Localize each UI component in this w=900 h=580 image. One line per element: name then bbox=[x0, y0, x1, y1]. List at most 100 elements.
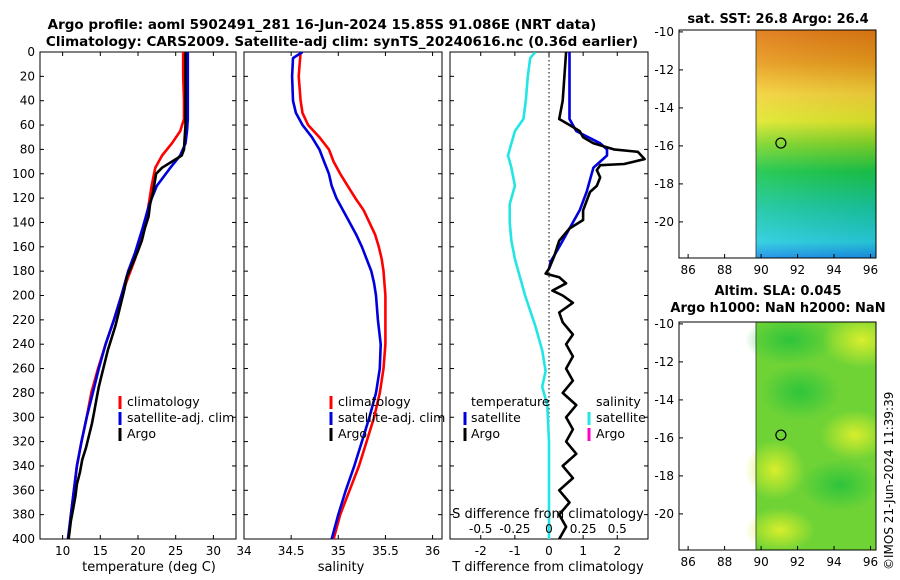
x-tick-label: 34.5 bbox=[278, 544, 305, 558]
lat-tick-label: -18 bbox=[654, 177, 674, 191]
legend-title-salinity: salinity bbox=[596, 394, 641, 409]
imos-credit: ©IMOS 21-Jun-2024 11:39:39 bbox=[882, 392, 896, 570]
sst-map-frame bbox=[678, 29, 877, 259]
y-tick-label: 240 bbox=[12, 337, 35, 351]
lat-tick-label: -12 bbox=[654, 355, 674, 369]
legend-label-s-argo: Argo bbox=[596, 426, 625, 441]
y-tick-label: 120 bbox=[12, 191, 35, 205]
series-line-satellite-adj-clim bbox=[290, 52, 383, 539]
difference-series bbox=[506, 52, 646, 539]
y-tick-label: 340 bbox=[12, 459, 35, 473]
sla-map: Altim. SLA: 0.045 Argo h1000: NaN h2000:… bbox=[654, 284, 885, 569]
figure-title-line2: Climatology: CARS2009. Satellite-adj cli… bbox=[46, 34, 638, 50]
x-tick-label: -1 bbox=[509, 544, 521, 558]
x-tick-label: 25 bbox=[168, 544, 183, 558]
lat-tick-label: -10 bbox=[654, 317, 674, 331]
x-tick-label: 0 bbox=[545, 544, 553, 558]
y-tick-label: 0 bbox=[27, 45, 35, 59]
salinity-diff-tick-label: -0.25 bbox=[499, 522, 530, 536]
x-tick-label: 10 bbox=[55, 544, 70, 558]
y-tick-label: 20 bbox=[20, 69, 35, 83]
legend-label-satellite: satellite-adj. clim bbox=[338, 410, 445, 425]
legend-label-t-satellite: satellite bbox=[471, 410, 521, 425]
salinity-x-label: salinity bbox=[318, 560, 365, 575]
legend-label-s-satellite: satellite bbox=[596, 410, 646, 425]
lon-tick-label: 94 bbox=[826, 263, 841, 277]
sst-map: sat. SST: 26.8 Argo: 26.4 86 88 90 92 94 96 -1… bbox=[654, 12, 878, 277]
temperature-series bbox=[66, 52, 190, 539]
y-tick-label: 140 bbox=[12, 215, 35, 229]
legend-label-satellite: satellite-adj. clim bbox=[127, 410, 234, 425]
y-tick-label: 80 bbox=[20, 142, 35, 156]
temperature-axes-frame bbox=[39, 51, 237, 540]
legend-title-temperature: temperature bbox=[471, 394, 550, 409]
lon-tick-label: 86 bbox=[680, 555, 695, 569]
sla-map-title-line1: Altim. SLA: 0.045 bbox=[715, 284, 842, 299]
sla-high-patch bbox=[745, 440, 805, 500]
y-tick-label: 200 bbox=[12, 289, 35, 303]
lon-tick-label: 88 bbox=[717, 555, 732, 569]
salinity-x-ticks: 34 34.5 35 35.5 36 bbox=[236, 52, 440, 558]
lon-tick-label: 92 bbox=[790, 555, 805, 569]
salinity-axes-frame bbox=[243, 51, 443, 540]
lat-tick-label: -10 bbox=[654, 25, 674, 39]
x-tick-label: 2 bbox=[613, 544, 621, 558]
legend-label-climatology: climatology bbox=[127, 394, 200, 409]
y-tick-label: 280 bbox=[12, 386, 35, 400]
lon-tick-label: 90 bbox=[753, 555, 768, 569]
x-tick-label: -2 bbox=[475, 544, 487, 558]
x-tick-label: 34 bbox=[236, 544, 251, 558]
y-tick-label: 160 bbox=[12, 240, 35, 254]
y-tick-label: 260 bbox=[12, 362, 35, 376]
temperature-legend: climatology satellite-adj. clim Argo bbox=[118, 394, 234, 441]
figure-title-line1: Argo profile: aoml 5902491_281 16-Jun-20… bbox=[48, 17, 597, 33]
legend-label-climatology: climatology bbox=[338, 394, 411, 409]
y-tick-label: 380 bbox=[12, 508, 35, 522]
y-tick-label: 40 bbox=[20, 94, 35, 108]
sst-map-ticks: 86 88 90 92 94 96 -10 -12 -14 -16 -18 -20 bbox=[654, 25, 878, 277]
series-line-s-satellite bbox=[506, 52, 551, 539]
salinity-diff-tick-label: 0.5 bbox=[608, 522, 627, 536]
temperature-y-ticks: 0 20 40 60 80 100 120 140 160 180 200 220 240 260 280 3… bbox=[12, 45, 236, 546]
lon-tick-label: 94 bbox=[826, 555, 841, 569]
salinity-diff-tick-label: -0.5 bbox=[469, 522, 492, 536]
y-tick-label: 60 bbox=[20, 118, 35, 132]
salinity-diff-tick-label: 0 bbox=[545, 522, 553, 536]
x-tick-label: 36 bbox=[425, 544, 440, 558]
lat-tick-label: -16 bbox=[654, 431, 674, 445]
sla-map-ticks: 86 88 90 92 94 96 -10 -12 -14 -16 -18 -20 bbox=[654, 317, 878, 569]
sla-high-patch bbox=[820, 410, 876, 460]
lon-tick-label: 96 bbox=[863, 555, 878, 569]
y-tick-label: 400 bbox=[12, 532, 35, 546]
lat-tick-label: -20 bbox=[654, 507, 674, 521]
difference-panel: -2 -1 0 1 2 T difference from climatology S … bbox=[449, 51, 649, 575]
legend-label-t-argo: Argo bbox=[471, 426, 500, 441]
x-tick-label: 1 bbox=[579, 544, 587, 558]
y-tick-label: 100 bbox=[12, 167, 35, 181]
sla-low-patch bbox=[800, 459, 876, 511]
sla-low-patch bbox=[745, 322, 835, 365]
lat-tick-label: -18 bbox=[654, 469, 674, 483]
difference-legend-salinity: salinity satellite Argo bbox=[587, 394, 646, 441]
difference-y-ticks bbox=[450, 51, 648, 540]
difference-x-label: T difference from climatology bbox=[451, 560, 644, 575]
lat-tick-label: -12 bbox=[654, 63, 674, 77]
sla-high-patch bbox=[745, 508, 815, 550]
lat-tick-label: -14 bbox=[654, 393, 674, 407]
sst-map-title: sat. SST: 26.8 Argo: 26.4 bbox=[687, 12, 868, 27]
sst-argo-marker bbox=[775, 137, 787, 149]
lon-tick-label: 92 bbox=[790, 263, 805, 277]
sla-argo-marker bbox=[775, 429, 787, 441]
legend-label-argo: Argo bbox=[127, 426, 156, 441]
temperature-x-ticks: 10 15 20 25 30 bbox=[55, 52, 221, 558]
series-line-climatology bbox=[297, 52, 387, 539]
y-tick-label: 320 bbox=[12, 435, 35, 449]
salinity-y-ticks bbox=[244, 51, 442, 540]
series-line-t-argo bbox=[544, 52, 646, 539]
temperature-x-label: temperature (deg C) bbox=[82, 560, 216, 575]
series-line-satellite-adj-clim bbox=[66, 52, 190, 539]
lon-tick-label: 90 bbox=[753, 263, 768, 277]
salinity-panel: 34 34.5 35 35.5 36 salinity climatology sate… bbox=[236, 51, 445, 575]
lat-tick-label: -20 bbox=[654, 215, 674, 229]
